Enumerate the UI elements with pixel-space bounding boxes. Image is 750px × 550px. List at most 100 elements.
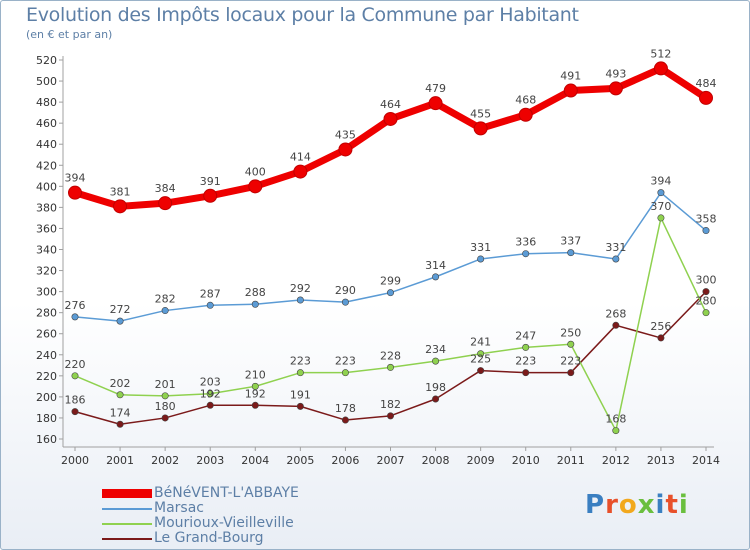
legend-item-marsac[interactable]: Marsac (102, 501, 362, 516)
data-label: 180 (155, 400, 176, 413)
data-label: 168 (605, 413, 626, 426)
data-point (563, 83, 578, 98)
data-point (206, 401, 214, 409)
data-point (477, 255, 485, 263)
data-point (567, 369, 575, 377)
logo-letter: i (655, 490, 666, 520)
data-label: 225 (470, 353, 491, 366)
y-tick-label: 460 (36, 117, 57, 130)
data-label: 178 (335, 402, 356, 415)
logo-letter: r (605, 490, 619, 520)
data-point (158, 196, 173, 211)
data-label: 400 (245, 165, 266, 178)
y-tick-label: 160 (36, 433, 57, 446)
data-point (161, 414, 169, 422)
logo-letter: i (678, 490, 689, 520)
legend-swatch-mourioux (102, 523, 152, 525)
y-tick-label: 520 (36, 54, 57, 67)
data-point (206, 301, 214, 309)
data-label: 201 (155, 378, 176, 391)
data-label: 414 (290, 151, 311, 164)
data-point (68, 185, 82, 200)
data-label: 276 (65, 299, 86, 312)
data-label: 391 (200, 175, 221, 188)
legend-label-mourioux: Mourioux-Vieilleville (154, 515, 294, 531)
data-point (161, 392, 169, 400)
legend-item-benevent[interactable]: BéNéVENT-L'ABBAYE (102, 486, 362, 501)
data-label: 394 (650, 175, 671, 188)
y-tick-label: 380 (36, 201, 57, 214)
data-label: 479 (425, 82, 446, 95)
data-point (432, 273, 440, 281)
x-tick-label: 2007 (377, 454, 405, 467)
data-point (116, 420, 124, 428)
data-point (296, 369, 304, 377)
data-point (71, 408, 79, 416)
x-tick-label: 2008 (422, 454, 450, 467)
legend-label-marsac: Marsac (154, 500, 204, 516)
data-label: 300 (696, 274, 717, 287)
y-tick-label: 440 (36, 138, 57, 151)
data-point (702, 227, 710, 235)
data-point (116, 391, 124, 399)
data-point (522, 343, 530, 351)
data-label: 234 (425, 343, 446, 356)
data-label: 192 (200, 387, 221, 400)
data-label: 331 (470, 241, 491, 254)
data-point (386, 412, 394, 420)
x-tick-label: 2003 (196, 454, 224, 467)
data-point (113, 199, 128, 214)
data-label: 299 (380, 275, 401, 288)
data-point (248, 179, 263, 194)
data-label: 512 (650, 47, 671, 60)
data-label: 228 (380, 349, 401, 362)
legend-item-mourioux[interactable]: Mourioux-Vieilleville (102, 516, 362, 531)
data-point (702, 309, 710, 317)
data-label: 241 (470, 336, 491, 349)
data-label: 268 (605, 307, 626, 320)
data-point (477, 350, 485, 358)
data-label: 220 (65, 358, 86, 371)
data-label: 192 (245, 387, 266, 400)
data-label: 282 (155, 293, 176, 306)
data-label: 468 (515, 94, 536, 107)
y-tick-label: 220 (36, 370, 57, 383)
data-label: 256 (650, 320, 671, 333)
data-label: 384 (155, 182, 176, 195)
y-tick-label: 260 (36, 328, 57, 341)
x-tick-label: 2004 (241, 454, 269, 467)
y-tick-label: 240 (36, 349, 57, 362)
y-tick-label: 320 (36, 265, 57, 278)
data-label: 314 (425, 259, 446, 272)
data-label: 292 (290, 282, 311, 295)
x-tick-label: 2005 (286, 454, 314, 467)
data-label: 174 (110, 406, 131, 419)
data-label: 455 (470, 107, 491, 120)
data-point (612, 255, 620, 263)
x-tick-label: 2012 (602, 454, 630, 467)
data-label: 484 (696, 77, 717, 90)
data-label: 288 (245, 286, 266, 299)
data-label: 337 (560, 235, 581, 248)
x-tick-label: 2009 (467, 454, 495, 467)
data-point (473, 121, 488, 136)
logo-letter: o (618, 490, 638, 520)
data-label: 331 (605, 241, 626, 254)
data-point (702, 288, 710, 296)
y-tick-label: 360 (36, 222, 57, 235)
data-point (518, 107, 533, 122)
data-label: 272 (110, 303, 131, 316)
data-point (386, 289, 394, 297)
data-point (477, 367, 485, 375)
logo-letter: P (585, 490, 606, 520)
data-label: 198 (425, 381, 446, 394)
data-label: 290 (335, 284, 356, 297)
y-tick-label: 200 (36, 391, 57, 404)
data-point (657, 334, 665, 342)
data-point (653, 61, 668, 76)
data-point (699, 90, 713, 105)
y-tick-label: 180 (36, 412, 57, 425)
legend-item-grand-bourg[interactable]: Le Grand-Bourg (102, 531, 362, 546)
data-label: 250 (560, 326, 581, 339)
data-point (567, 340, 575, 348)
